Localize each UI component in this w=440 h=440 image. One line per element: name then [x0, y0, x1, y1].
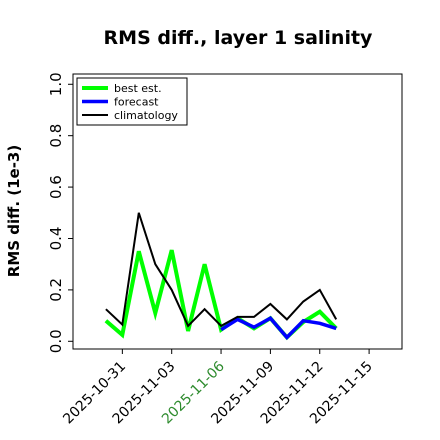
- y-tick-label: 0.4: [47, 227, 65, 251]
- legend-entry: climatology: [114, 109, 178, 122]
- series-lines: [104, 212, 338, 341]
- y-tick-label: 0.8: [47, 124, 65, 148]
- chart-title: RMS diff., layer 1 salinity: [104, 27, 374, 49]
- y-tick-label: 0.2: [47, 278, 65, 302]
- series-line-forecast: [220, 315, 337, 340]
- y-tick-label: 1.0: [47, 72, 65, 96]
- y-axis-label: RMS diff. (1e-3): [5, 145, 23, 277]
- legend-entry: forecast: [114, 96, 159, 109]
- y-tick-label: 0.6: [47, 175, 65, 199]
- plot-frame: [72, 73, 403, 350]
- y-axis: 0.0 0.2 0.4 0.6 0.8 1.0: [47, 72, 73, 353]
- series-line-climatology: [105, 212, 338, 328]
- legend-entry: best est.: [114, 82, 162, 95]
- x-axis: 2025-10-312025-11-032025-11-062025-11-09…: [60, 349, 376, 427]
- y-tick-label: 0.0: [47, 329, 65, 353]
